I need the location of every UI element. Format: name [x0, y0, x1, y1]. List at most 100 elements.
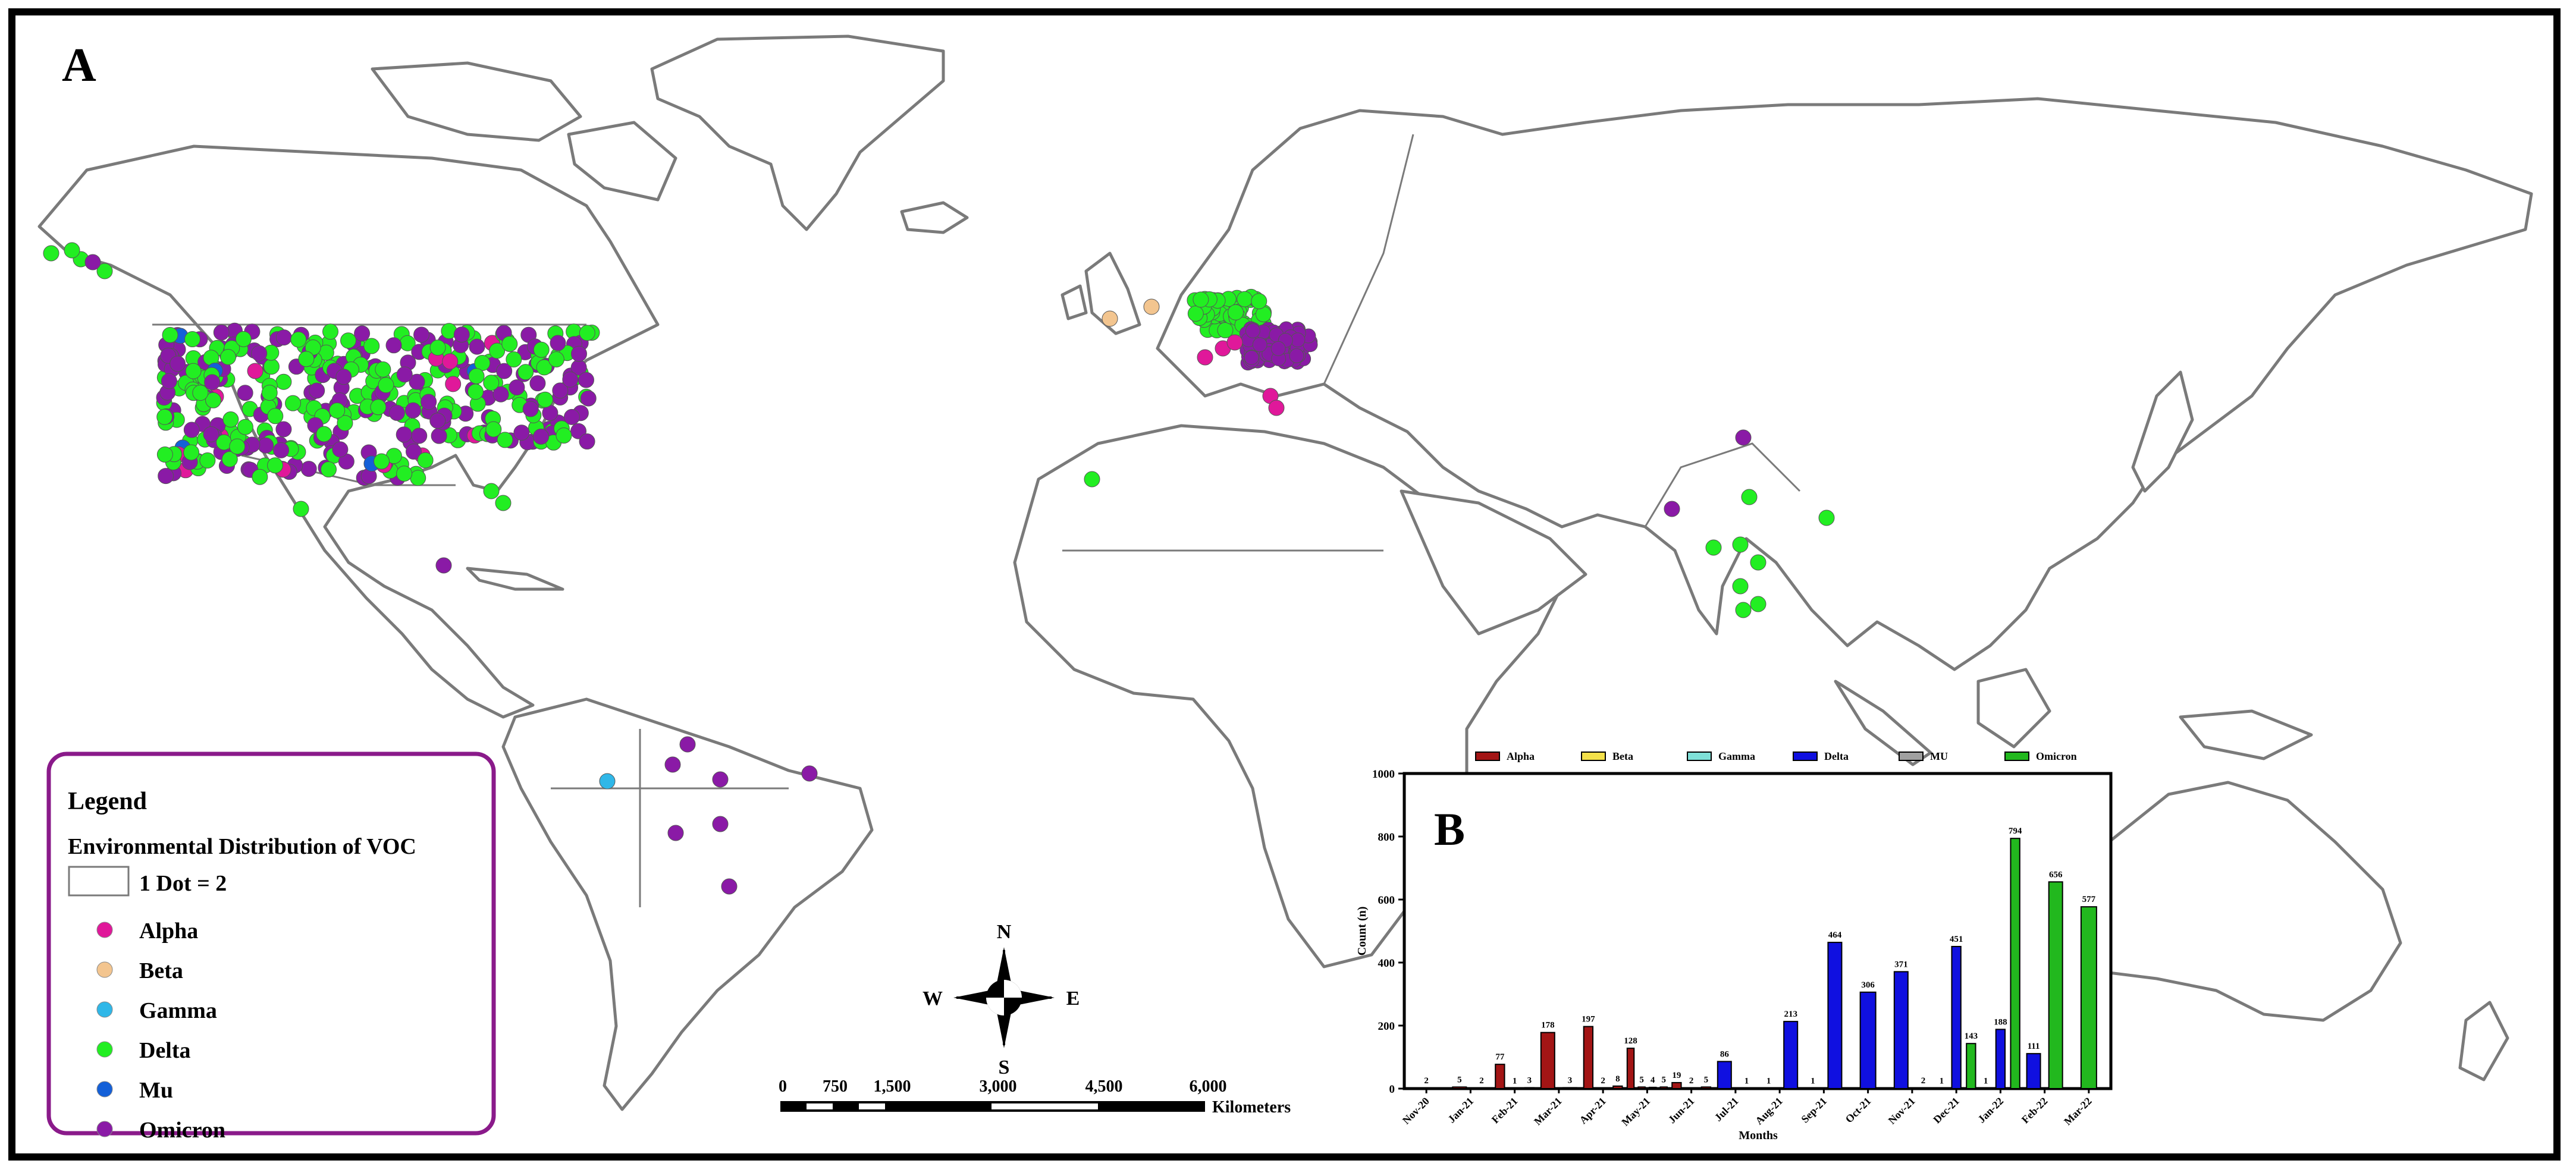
chart-legend-swatch-omicron: [2004, 751, 2029, 761]
voc-dot: [370, 399, 387, 416]
bar-value-label: 5: [1457, 1075, 1462, 1084]
voc-dot: [273, 442, 290, 458]
voc-dot: [405, 402, 422, 419]
bar-omicron-mar-22: [2080, 906, 2097, 1089]
legend-label-mu: Mu: [139, 1078, 173, 1103]
voc-dot: [1732, 536, 1749, 553]
panel-a-letter: A: [62, 39, 96, 92]
voc-dot: [1818, 510, 1835, 526]
voc-dot: [184, 331, 201, 348]
voc-dot: [267, 408, 284, 425]
voc-dot: [162, 326, 178, 343]
compass-west-point: [953, 991, 989, 1005]
voc-dot: [258, 437, 274, 454]
voc-dot: [275, 373, 292, 390]
bar-omicron-feb-22: [2048, 881, 2063, 1089]
x-tick-label: May-21: [1619, 1095, 1652, 1128]
voc-dot: [261, 385, 278, 401]
bar-value-label: 2: [1921, 1076, 1926, 1086]
voc-dot: [409, 373, 425, 390]
legend-swatch-gamma: [96, 1001, 113, 1018]
bar-delta-feb-22: [2026, 1053, 2041, 1090]
voc-dot: [247, 363, 263, 379]
voc-dot: [1244, 350, 1259, 365]
voc-dot: [290, 331, 307, 348]
voc-dot: [579, 433, 595, 450]
voc-dot: [1741, 489, 1758, 505]
compass-north-point: [997, 947, 1011, 983]
voc-dot: [316, 426, 332, 442]
voc-dot: [453, 326, 470, 343]
voc-dot: [285, 395, 302, 411]
voc-dot: [421, 394, 437, 410]
compass-label-n: N: [997, 921, 1012, 943]
bar-delta-dec-21: [1951, 945, 1962, 1089]
voc-dot: [495, 495, 512, 511]
bar-delta-aug-21: [1783, 1021, 1799, 1089]
voc-dot: [563, 408, 580, 425]
voc-dot: [204, 374, 221, 391]
voc-dot: [1187, 306, 1204, 322]
landmass-cuba: [466, 567, 564, 591]
x-tick-label: Dec-21: [1931, 1095, 1962, 1126]
voc-dot: [1270, 341, 1286, 356]
chart-legend-label-gamma: Gamma: [1718, 750, 1755, 762]
voc-dot: [429, 413, 446, 429]
bar-alpha-jun-21: [1700, 1086, 1712, 1089]
compass-hub-quarter-ne: [1004, 980, 1022, 998]
border-brazil: [551, 729, 789, 907]
x-tick-label: Mar-22: [2062, 1095, 2094, 1128]
chart-legend-swatch-mu: [1899, 751, 1924, 761]
voc-dot: [251, 345, 268, 361]
voc-dot: [1237, 291, 1253, 307]
bar-value-label: 1: [1984, 1076, 1988, 1086]
y-tick-label: 200: [1378, 1020, 1395, 1033]
scale-tick-6000: 6,000: [1190, 1077, 1227, 1096]
voc-dot: [64, 242, 80, 259]
landmass-eurasia: [1156, 97, 2533, 671]
voc-dot: [185, 363, 202, 379]
bar-alpha-jun-21: [1686, 1087, 1697, 1089]
bar-value-label: 2: [1689, 1076, 1694, 1086]
voc-dot: [483, 483, 500, 499]
voc-dot: [492, 386, 509, 403]
voc-dot: [529, 375, 546, 392]
voc-dot: [599, 773, 616, 790]
voc-dot: [410, 470, 426, 486]
landmass-arabia: [1400, 489, 1587, 636]
voc-dot: [679, 736, 696, 753]
bar-value-label: 178: [1541, 1021, 1555, 1030]
bar-value-label: 213: [1784, 1010, 1797, 1019]
voc-dot: [1217, 322, 1234, 338]
scale-unit: Kilometers: [1212, 1098, 1291, 1117]
x-tick-label: Nov-21: [1886, 1095, 1918, 1127]
landmass-iceland: [900, 201, 969, 234]
voc-dot: [329, 402, 346, 419]
dot-scale-swatch: [68, 866, 130, 897]
scale-bar-segment-1: [807, 1103, 833, 1109]
voc-dot: [213, 324, 230, 341]
x-tick-label: Jun-21: [1666, 1095, 1697, 1126]
voc-dot: [1226, 334, 1243, 351]
voc-dot: [335, 369, 352, 385]
landmass-arctic-islands: [371, 61, 582, 142]
x-tick-label: Jan-22: [1975, 1095, 2006, 1125]
voc-dot: [570, 423, 587, 439]
bar-value-label: 5: [1661, 1075, 1666, 1084]
bar-value-label: 2: [1424, 1076, 1429, 1086]
chart-legend-label-delta: Delta: [1824, 750, 1849, 762]
bar-value-label: 2: [1479, 1076, 1484, 1086]
legend-swatch-delta: [96, 1041, 113, 1058]
chart-legend-label-alpha: Alpha: [1507, 750, 1535, 762]
bar-alpha-feb-21: [1509, 1087, 1520, 1089]
bar-omicron-jan-22: [2010, 838, 2020, 1090]
voc-dot: [156, 408, 173, 425]
landmass-greenland: [650, 34, 945, 231]
bar-delta-jan-22: [1995, 1029, 2006, 1089]
voc-dot: [578, 372, 594, 388]
voc-dot: [506, 351, 522, 367]
legend-border: [46, 751, 496, 1136]
voc-dot: [192, 385, 209, 401]
voc-dot: [237, 419, 253, 435]
bar-delta-sep-21: [1827, 942, 1843, 1089]
